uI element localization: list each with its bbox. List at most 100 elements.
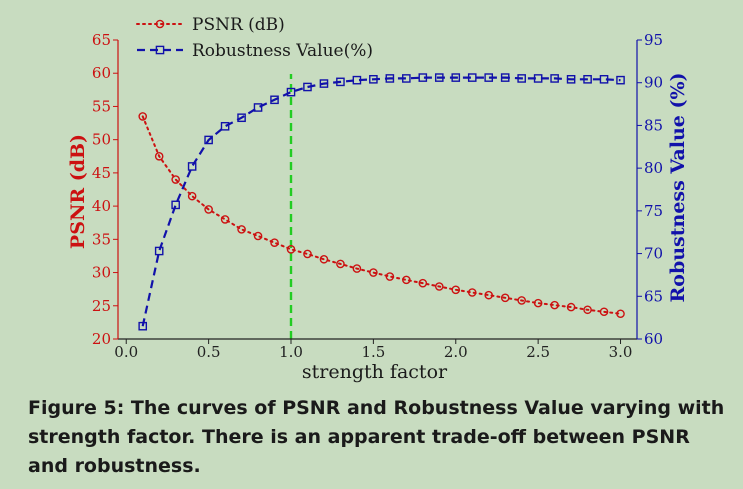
robustness-point [237, 113, 246, 123]
x-tick-label: 1.5 [361, 343, 385, 361]
psnr-point [566, 302, 576, 312]
figure-caption: Figure 5: The curves of PSNR and Robustn… [28, 397, 725, 477]
robustness-point [616, 75, 625, 85]
psnr-point [467, 288, 477, 297]
left-y-tick-label: 65 [92, 31, 111, 49]
psnr-point [451, 285, 461, 295]
robustness-point [517, 74, 526, 83]
y-axis-titles: PSNR (dB) Robustness Value (%) [67, 72, 689, 302]
series-group [138, 73, 625, 331]
axes: 0.0 0.5 1.0 1.5 2.0 2.5 3.0 20 25 30 35 40 45 50 55 60 6… [92, 31, 663, 361]
psnr-point [303, 249, 312, 259]
robustness-point [286, 87, 296, 97]
psnr-point [418, 278, 428, 288]
robustness-point [319, 79, 329, 88]
x-tick-label: 0.5 [197, 343, 221, 361]
right-y-tick-label: 75 [644, 202, 663, 220]
right-y-tick-label: 85 [644, 116, 663, 134]
left-y-tick-label: 20 [92, 330, 111, 348]
robustness-point [138, 321, 148, 331]
psnr-point [369, 268, 378, 277]
robustness-point [484, 73, 494, 82]
psnr-point [286, 244, 296, 254]
psnr-point [583, 305, 592, 315]
left-y-tick-label: 30 [92, 264, 111, 282]
legend-label: PSNR (dB) [192, 15, 285, 35]
left-y-tick-label: 35 [92, 230, 111, 248]
robustness-point [451, 73, 461, 82]
psnr-point [270, 238, 279, 247]
left-y-tick-label: 50 [92, 131, 111, 149]
robustness-point [270, 95, 279, 105]
right-y-tick-label: 70 [644, 245, 663, 263]
robustness-point [385, 74, 395, 83]
psnr-point [187, 191, 197, 201]
right-y-axis-title: Robustness Value (%) [667, 72, 689, 302]
robustness-point [434, 73, 444, 82]
left-y-tick-label: 45 [92, 164, 111, 182]
robustness-point [171, 200, 180, 210]
robustness-point [253, 103, 263, 112]
x-tick-label: 3.0 [609, 343, 633, 361]
right-y-tick-label: 95 [644, 31, 663, 49]
x-tick-label: 2.0 [444, 343, 468, 361]
psnr-point [220, 215, 230, 224]
x-axis-label: strength factor [302, 361, 448, 383]
psnr-point [599, 307, 609, 317]
psnr-point [517, 296, 526, 305]
robustness-line [141, 76, 621, 327]
x-tick-label: 2.5 [526, 343, 550, 361]
robustness-point [352, 75, 362, 85]
psnr-point [484, 290, 494, 300]
robustness-point [220, 121, 230, 131]
right-y-tick-label: 90 [644, 74, 663, 92]
psnr-point [550, 300, 559, 310]
right-y-tick-label: 65 [644, 287, 663, 305]
psnr-point [204, 205, 213, 214]
robustness-point [336, 77, 345, 87]
left-y-axis-title: PSNR (dB) [67, 134, 89, 249]
psnr-point [616, 309, 625, 319]
psnr-point [336, 259, 345, 269]
psnr-point [319, 254, 329, 264]
legend-marker [155, 19, 165, 29]
legend-label: Robustness Value(%) [192, 41, 373, 61]
robustness-point [402, 74, 411, 83]
robustness-point [566, 74, 576, 84]
psnr-point [171, 175, 180, 184]
robustness-point [303, 82, 312, 92]
left-y-tick-label: 60 [92, 64, 111, 82]
robustness-point [187, 162, 197, 171]
left-y-tick-label: 55 [92, 97, 111, 115]
right-y-tick-label: 80 [644, 159, 663, 177]
psnr-point [385, 272, 395, 281]
robustness-point [418, 73, 428, 82]
psnr-point [352, 264, 362, 273]
legend: PSNR (dB) Robustness Value(%) [136, 15, 373, 61]
psnr-point [154, 151, 164, 161]
psnr-point [434, 282, 444, 291]
dual-axis-line-chart: PSNR (dB) Robustness Value (%) 0.0 0.5 1.0 1… [67, 15, 689, 383]
robustness-point [467, 73, 477, 82]
robustness-point [599, 74, 609, 84]
robustness-point [533, 74, 543, 83]
x-tick-label: 1.0 [279, 343, 303, 361]
psnr-point [500, 293, 510, 303]
robustness-point [369, 74, 378, 84]
right-y-tick-label: 60 [644, 330, 663, 348]
x-tick-label: 0.0 [114, 343, 138, 361]
psnr-point [402, 275, 411, 285]
psnr-point [237, 225, 246, 234]
left-y-tick-label: 25 [92, 297, 111, 315]
robustness-point [154, 246, 164, 256]
psnr-point [253, 231, 263, 241]
psnr-line [141, 115, 622, 315]
left-y-tick-label: 40 [92, 197, 111, 215]
robustness-point [550, 74, 559, 83]
legend-marker [155, 45, 165, 55]
robustness-point [204, 135, 213, 145]
robustness-point [583, 74, 592, 84]
psnr-point [138, 112, 148, 121]
psnr-point [533, 298, 543, 308]
